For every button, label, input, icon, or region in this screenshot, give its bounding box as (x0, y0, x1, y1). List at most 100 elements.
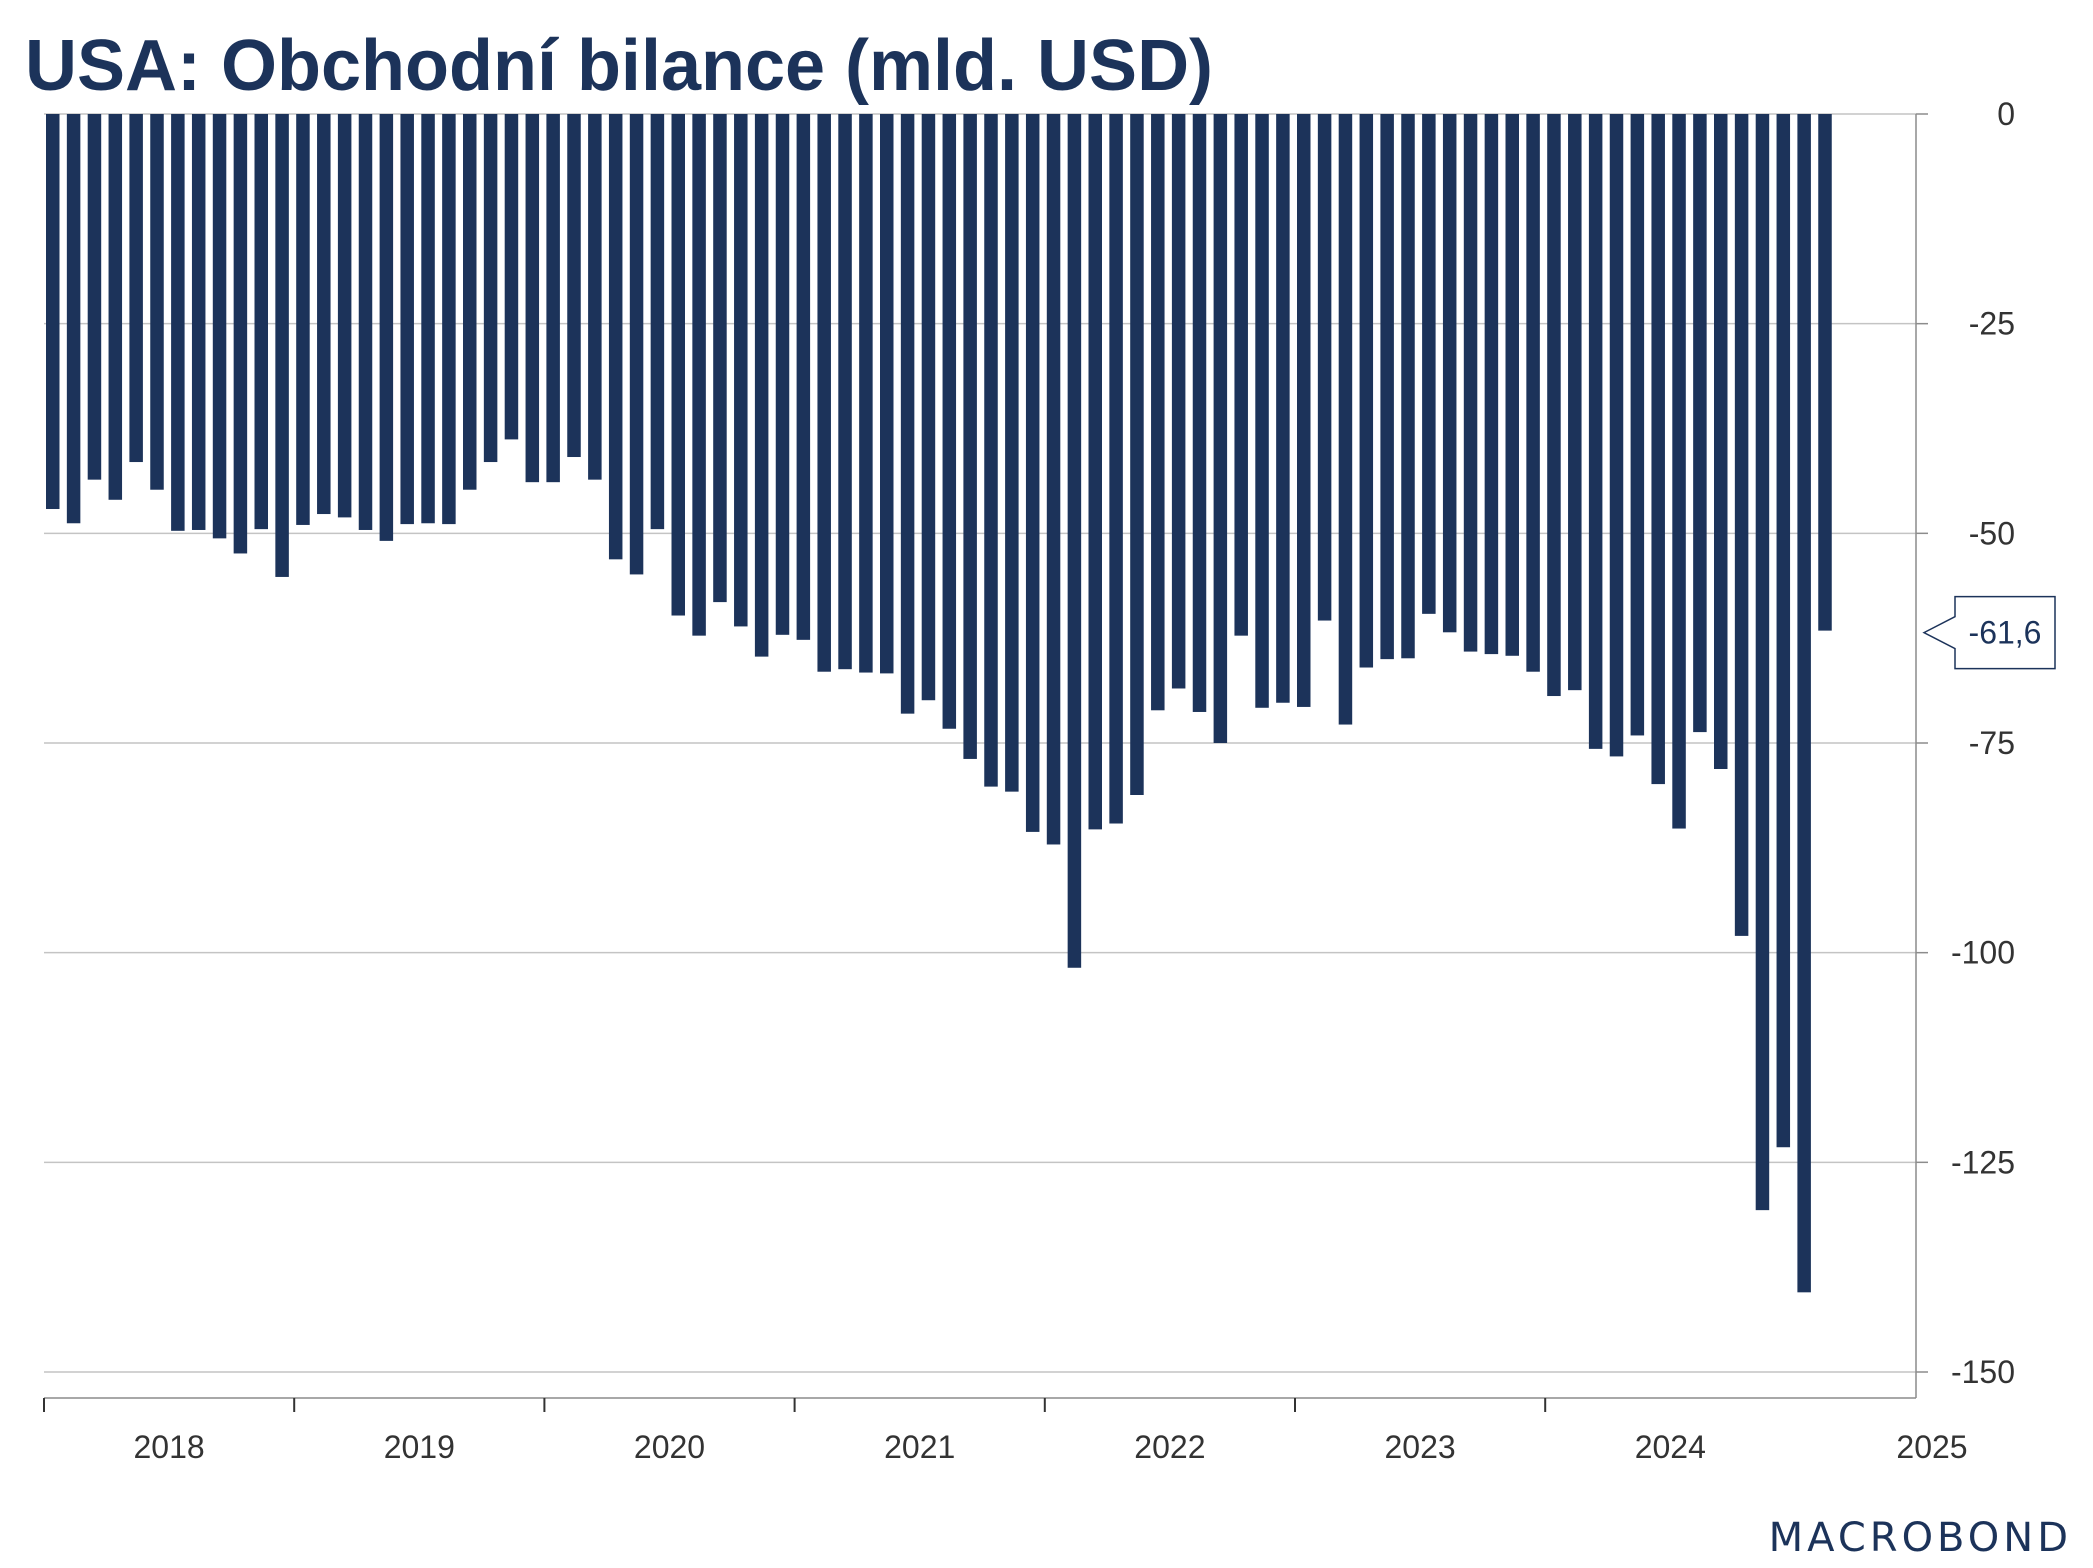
bar (129, 114, 143, 463)
bar (400, 114, 414, 525)
gridlines (44, 113, 1928, 1373)
bar (296, 114, 310, 525)
bar (233, 114, 248, 554)
bar (1255, 114, 1269, 708)
y-tick-label: -75 (1969, 725, 2015, 761)
bar (87, 114, 102, 480)
macrobond-logo: MACROBOND (1769, 1515, 2072, 1561)
bar (275, 114, 289, 577)
bar (838, 114, 852, 670)
bar (1442, 114, 1457, 633)
bar (1588, 114, 1603, 749)
x-tick-label: 2021 (884, 1429, 955, 1465)
bar (1046, 114, 1061, 845)
bar (337, 114, 352, 518)
bar (379, 114, 394, 541)
bar (254, 114, 268, 530)
bar (1276, 114, 1290, 703)
bar (1338, 114, 1353, 725)
bar (942, 114, 957, 729)
bar (1422, 114, 1436, 614)
bar (1734, 114, 1749, 936)
bar (817, 114, 831, 672)
bar (1067, 114, 1082, 968)
bar (1714, 114, 1728, 769)
bar (1484, 114, 1499, 655)
bar (1317, 114, 1332, 621)
bar (1234, 114, 1248, 636)
bar (1171, 114, 1186, 689)
x-tick-label: 2020 (634, 1429, 705, 1465)
bar (796, 114, 811, 640)
chart-title: USA: Obchodní bilance (mld. USD) (25, 26, 1213, 106)
x-tick-label: 2022 (1134, 1429, 1205, 1465)
bar (775, 114, 790, 635)
bar (921, 114, 936, 701)
bar (212, 114, 227, 539)
x-tick-label: 2025 (1896, 1429, 1967, 1465)
bar (1505, 114, 1519, 656)
bar (421, 114, 435, 524)
bar (692, 114, 706, 636)
bar (1025, 114, 1040, 832)
bar (671, 114, 685, 616)
bar (1547, 114, 1561, 697)
bar (317, 114, 331, 515)
bar (1005, 114, 1019, 792)
bar (525, 114, 540, 483)
bar (1818, 114, 1832, 631)
bar (1130, 114, 1144, 795)
x-tick-label: 2023 (1385, 1429, 1456, 1465)
x-tick-label: 2018 (134, 1429, 205, 1465)
bar (483, 114, 498, 463)
bar (1776, 114, 1791, 1148)
bar (588, 114, 602, 480)
bar (984, 114, 998, 787)
bar (150, 114, 164, 490)
y-tick-label: -100 (1951, 935, 2015, 971)
callout-label: -61,6 (1969, 615, 2042, 651)
bar (1526, 114, 1540, 672)
axes (44, 114, 1917, 1399)
bar (1797, 114, 1811, 1293)
bar (734, 114, 748, 627)
bar (1609, 114, 1624, 757)
bar (1109, 114, 1123, 824)
bar (629, 114, 644, 575)
bar (46, 114, 60, 510)
bar (1630, 114, 1645, 736)
y-tick-label: -150 (1951, 1354, 2015, 1390)
bar (1755, 114, 1770, 1211)
y-tick-label: -25 (1969, 306, 2015, 342)
bar (546, 114, 560, 483)
bar (713, 114, 727, 603)
bar (1213, 114, 1228, 743)
x-tick-label: 2019 (384, 1429, 455, 1465)
bars (46, 114, 1832, 1293)
bar (1192, 114, 1207, 712)
bar (1463, 114, 1478, 652)
bar (900, 114, 915, 714)
bar (859, 114, 873, 673)
x-tick-labels: 2018 2019 2020 2021 2022 2023 2024 2025 (43, 1398, 1968, 1465)
logo-text: MACROBOND (1769, 1515, 2072, 1561)
bar (1651, 114, 1665, 785)
bar (1401, 114, 1415, 659)
bar (191, 114, 206, 530)
bar (1568, 114, 1582, 691)
bar (1359, 114, 1374, 668)
bar (1693, 114, 1707, 733)
bar (1297, 114, 1311, 707)
bar (504, 114, 519, 440)
last-value-callout: -61,6 (1922, 595, 2056, 670)
bar (108, 114, 123, 500)
callout-box (1922, 595, 2056, 670)
bar (608, 114, 623, 560)
bar (963, 114, 977, 759)
bar (66, 114, 81, 524)
bar (1088, 114, 1102, 830)
bar (358, 114, 373, 530)
bar (1151, 114, 1165, 711)
bar (1380, 114, 1394, 660)
